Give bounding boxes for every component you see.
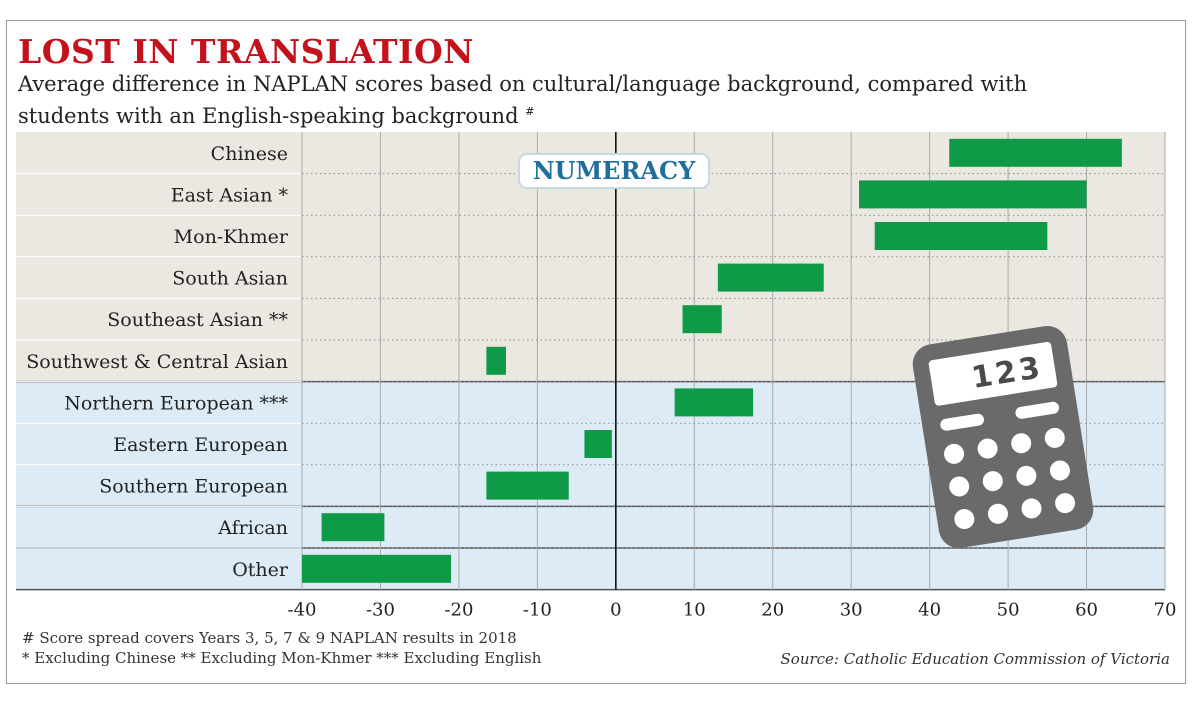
x-tick-label: 10 bbox=[683, 600, 706, 621]
calculator-key bbox=[944, 443, 965, 464]
category-labels: Chinese East Asian * Mon-Khmer South Asian S… bbox=[26, 143, 289, 581]
calculator-key bbox=[1049, 460, 1070, 481]
range-bar bbox=[486, 346, 506, 375]
category-label: Chinese bbox=[211, 143, 288, 165]
x-tick-label: -30 bbox=[366, 600, 395, 621]
category-label: Northern European *** bbox=[64, 392, 288, 414]
x-tick-label: -40 bbox=[288, 600, 317, 621]
subtitle-text: Average difference in NAPLAN scores base… bbox=[18, 72, 1028, 128]
range-bars bbox=[302, 138, 1122, 583]
x-tick-label: 40 bbox=[918, 600, 941, 621]
range-bar bbox=[949, 138, 1122, 167]
range-bar bbox=[486, 471, 569, 500]
range-bar bbox=[874, 222, 1048, 250]
category-label: Southwest & Central Asian bbox=[26, 351, 288, 373]
range-bar bbox=[717, 263, 824, 292]
chart-frame bbox=[6, 20, 1186, 684]
calculator-key bbox=[949, 476, 970, 497]
category-label: African bbox=[217, 517, 288, 539]
category-label: South Asian bbox=[172, 268, 288, 290]
calculator-key bbox=[982, 471, 1003, 492]
calculator-key bbox=[1021, 498, 1042, 519]
category-label: Mon-Khmer bbox=[174, 226, 289, 248]
x-tick-label: 20 bbox=[761, 600, 784, 621]
chart-title: LOST IN TRANSLATION bbox=[18, 32, 474, 71]
category-label: Southeast Asian ** bbox=[107, 309, 288, 331]
chart-subtitle: Average difference in NAPLAN scores base… bbox=[18, 70, 1118, 130]
calculator-key bbox=[1044, 427, 1065, 448]
category-label: Other bbox=[232, 559, 289, 581]
source-note: Source: Catholic Education Commission of… bbox=[780, 650, 1170, 668]
calculator-key bbox=[987, 503, 1008, 524]
x-tick-label: 50 bbox=[997, 600, 1020, 621]
calculator-key bbox=[1055, 493, 1076, 514]
calculator-icon: 123 bbox=[912, 325, 1094, 549]
category-label: Southern European bbox=[99, 476, 288, 498]
x-tick-label: -20 bbox=[444, 600, 473, 621]
x-tick-label: 60 bbox=[1075, 600, 1098, 621]
footnote-score-spread: # Score spread covers Years 3, 5, 7 & 9 … bbox=[22, 629, 517, 647]
footnotes: # Score spread covers Years 3, 5, 7 & 9 … bbox=[22, 628, 541, 668]
calculator-display bbox=[928, 341, 1058, 406]
category-label: Eastern European bbox=[113, 434, 288, 456]
x-tick-label: 70 bbox=[1154, 600, 1177, 621]
footnote-exclusions: * Excluding Chinese ** Excluding Mon-Khm… bbox=[22, 649, 542, 667]
category-label: East Asian * bbox=[171, 184, 289, 206]
numeracy-badge: NUMERACY bbox=[518, 153, 710, 189]
band-european bbox=[16, 548, 1165, 590]
calculator-key bbox=[954, 509, 975, 530]
x-tick-label: 30 bbox=[840, 600, 863, 621]
x-tick-label: 0 bbox=[610, 600, 621, 621]
range-bar bbox=[674, 388, 754, 417]
calculator-key bbox=[1016, 465, 1037, 486]
range-bar bbox=[321, 513, 385, 542]
calculator-key bbox=[1011, 433, 1032, 454]
range-bar bbox=[859, 180, 1087, 209]
calculator-key bbox=[977, 438, 998, 459]
x-tick-labels: -40 -30 -20 -10 0 10 20 30 40 50 60 70 bbox=[288, 600, 1177, 621]
range-bar bbox=[302, 554, 452, 583]
range-bar bbox=[682, 305, 722, 334]
range-bar bbox=[584, 430, 612, 458]
x-tick-label: -10 bbox=[523, 600, 552, 621]
calculator-body: 123 bbox=[912, 325, 1094, 549]
calculator-key-wide bbox=[1015, 401, 1060, 419]
calculator-key-wide bbox=[940, 413, 984, 431]
subtitle-footnote-mark: # bbox=[525, 105, 535, 118]
